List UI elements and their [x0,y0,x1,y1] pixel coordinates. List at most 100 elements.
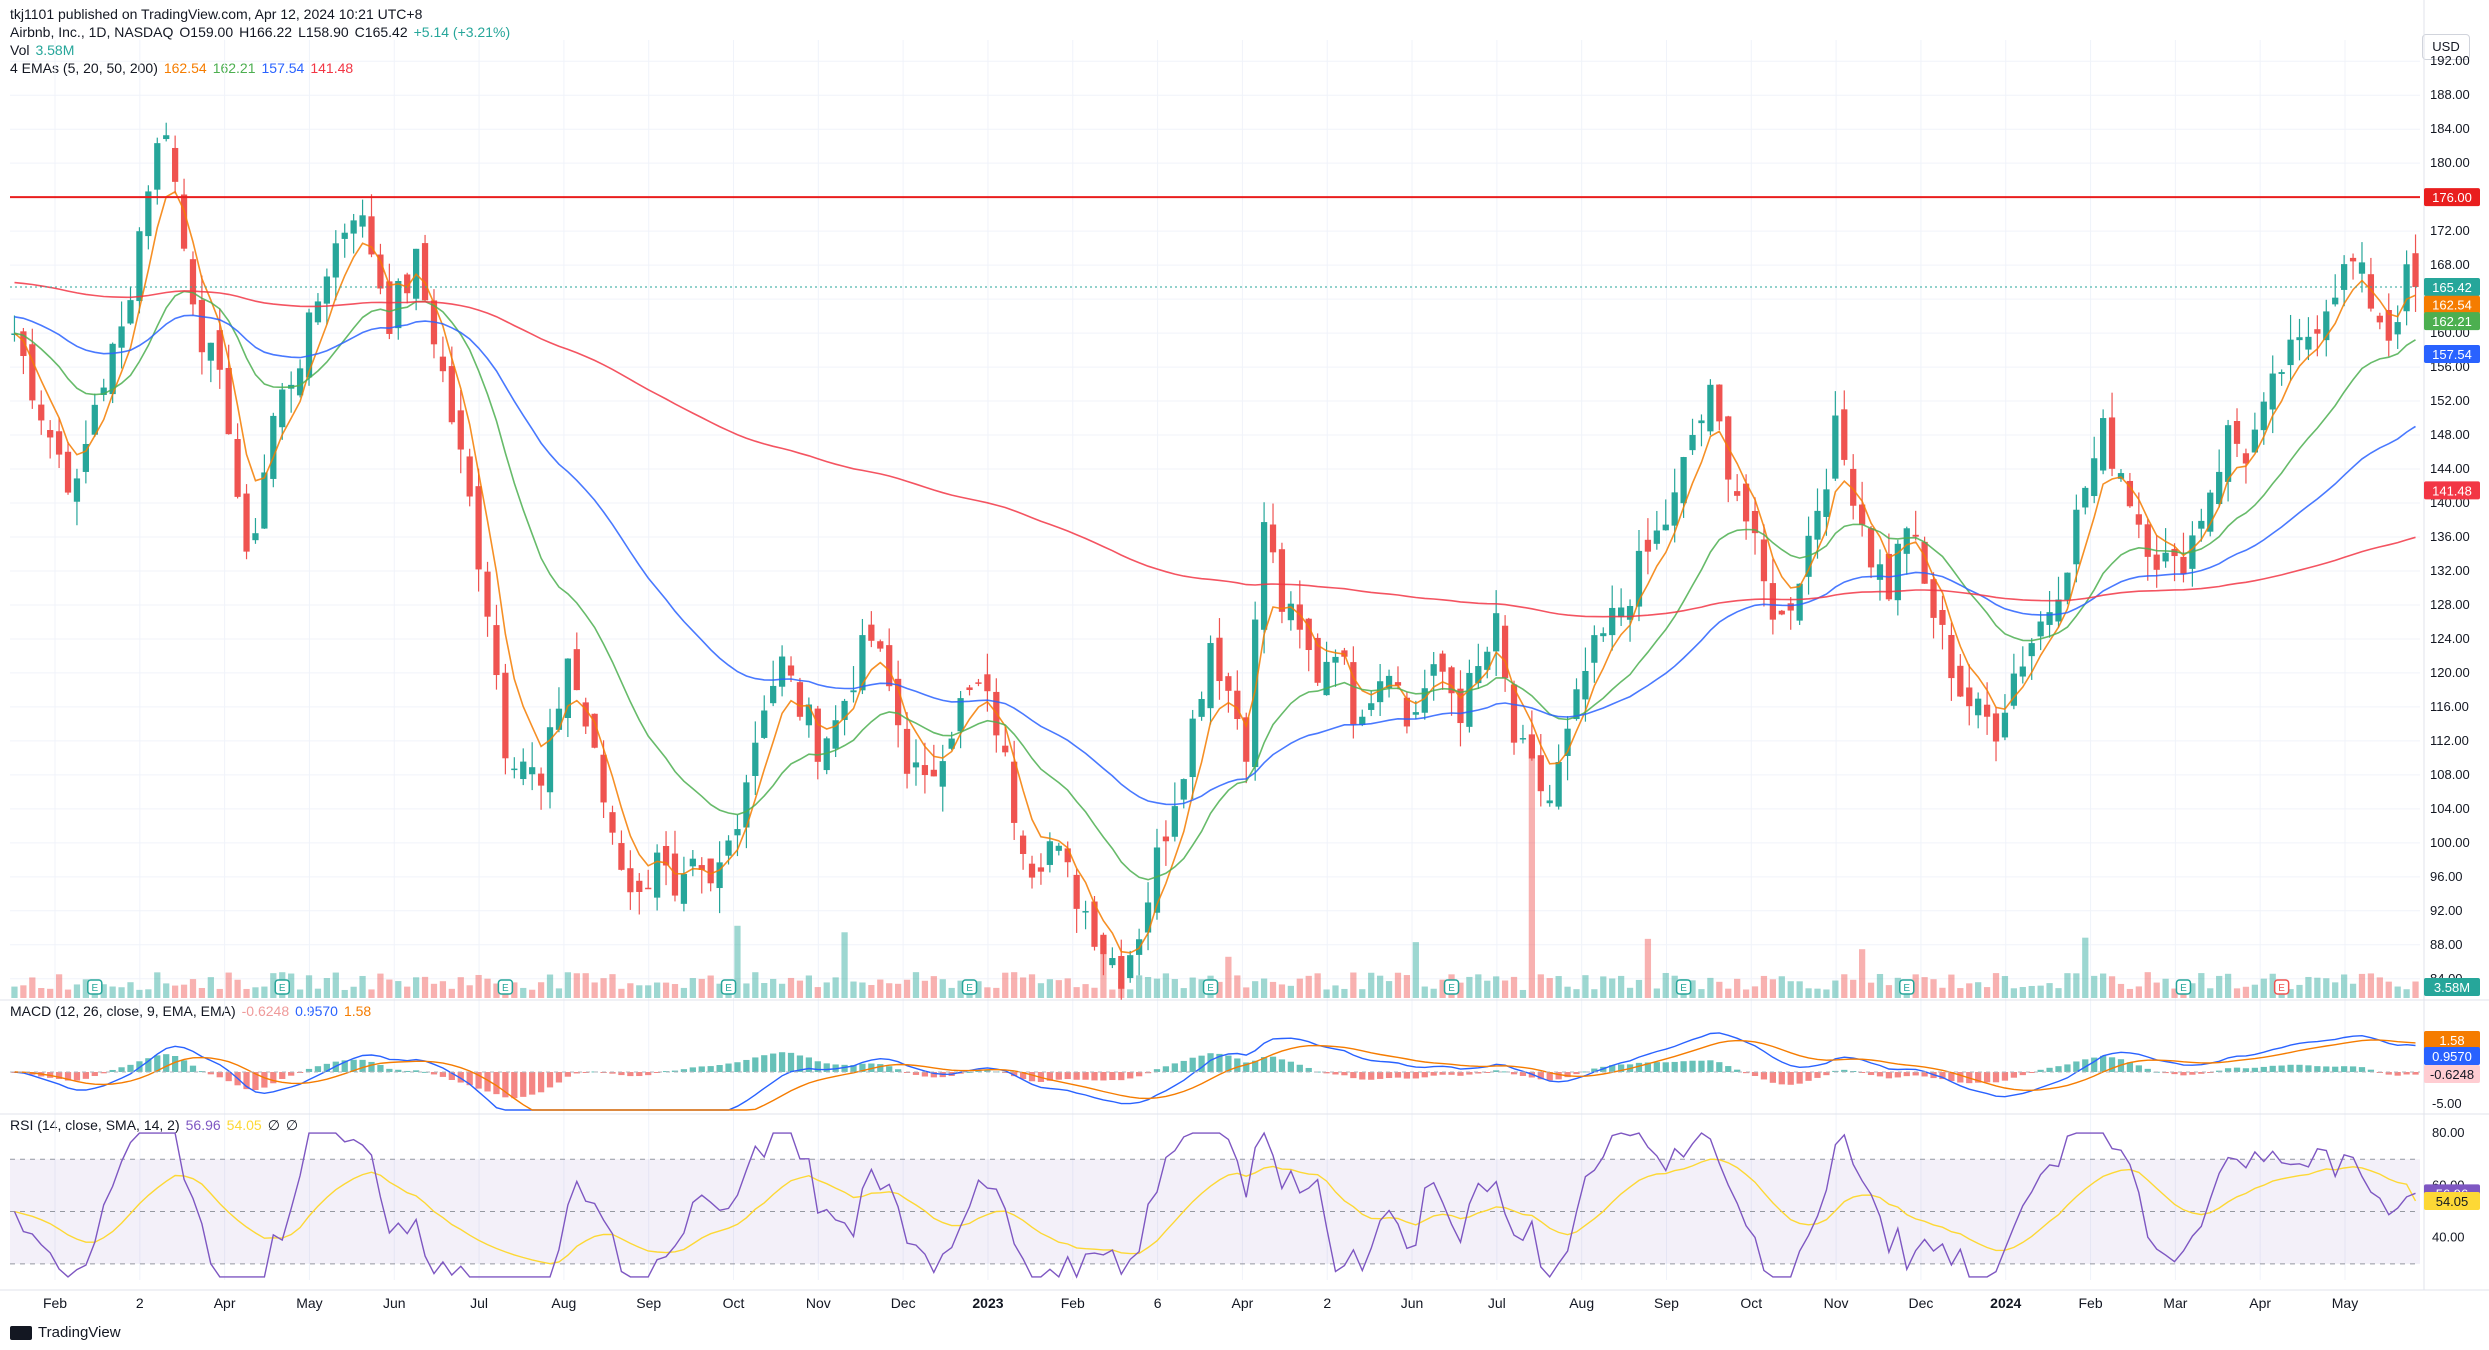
volume-bar [1796,981,1803,998]
candle-body [305,312,313,378]
candle-body [2314,329,2321,334]
candle-body [1600,633,1607,637]
candle-body [1528,734,1535,759]
ema-legend[interactable]: 4 EMAs (5, 20, 50, 200) 162.54 162.21 157.5… [10,60,359,76]
candle-body [1635,550,1643,607]
macd-hist-bar [1769,1072,1776,1083]
volume-bar [1109,989,1116,998]
volume-bar [2376,977,2383,998]
volume-bar [1421,986,1428,998]
volume-bar [1046,979,1053,998]
candle-body [82,443,89,472]
ema20-value: 162.21 [212,60,256,76]
y-tick-label: 172.00 [2430,223,2470,238]
macd-hist-bar [1787,1072,1794,1085]
volume-bar [1662,972,1669,998]
candle-body [787,665,795,676]
candle-body [386,281,393,334]
rsi-ma-line [14,1158,2417,1265]
macd-hist-bar [1216,1053,1223,1072]
candle-body [2242,453,2250,464]
macd-hist-bar [314,1066,322,1072]
macd-hist-bar [502,1072,509,1098]
macd-hist-bar [511,1072,518,1099]
candle-body [2296,337,2303,341]
candle-body [2332,297,2339,305]
volume-bar [1180,988,1187,998]
candle-body [2028,643,2035,657]
macd-hist-bar [350,1059,357,1072]
volume-bar [1287,985,1294,998]
macd-hist-bar [2171,1072,2178,1075]
x-tick-label: Jun [383,1295,406,1311]
candle-body [38,404,45,421]
rsi-legend[interactable]: RSI (14, close, SMA, 14, 2) 56.96 54.05 ∅ ∅ [10,1117,304,1134]
volume-bar [1769,979,1776,998]
y-tick-label: 188.00 [2430,87,2470,102]
volume-bar [2037,985,2044,998]
volume-bar [529,989,536,998]
macd-hist-bar [1582,1071,1589,1073]
ema-lines [13,190,2416,954]
volume-bar [1582,975,1589,998]
volume-bar [368,989,375,998]
macd-hist-bar [1332,1072,1339,1075]
volume-bar [1002,972,1009,998]
macd-hist-bar [823,1063,830,1072]
footer-brand[interactable]: TradingView [10,1324,121,1341]
candle-body [2144,524,2151,557]
candle-body [2349,257,2357,262]
macd-hist-bar [225,1072,232,1082]
candle-body [2278,372,2285,374]
macd-hist-bar [2358,1067,2366,1072]
macd-hist-bar [305,1068,313,1072]
macd-hist-bar [1760,1072,1768,1080]
macd-hist-bar [1903,1072,1910,1077]
volume-bar [1019,977,1027,998]
macd-hist-bar [1180,1060,1187,1072]
candle-body [2260,401,2267,431]
volume-bar [537,982,545,998]
candle-body [207,342,214,361]
x-tick-label: 2024 [1990,1295,2021,1311]
candle-body [1850,468,1857,506]
candle-body [1144,902,1152,933]
volume-bar [2403,989,2410,998]
rsi-lines [13,1131,2417,1279]
x-tick-label: May [296,1295,322,1311]
change-value: +5.14 (+3.21%) [413,24,511,40]
macd-hist-bar [1885,1072,1893,1079]
candle-body [1439,653,1446,672]
macd-hist-bar [404,1070,411,1072]
macd-legend[interactable]: MACD (12, 26, close, 9, EMA, EMA) -0.6248… [10,1003,377,1019]
volume-bar [743,983,750,998]
currency-button[interactable]: USD [2422,34,2470,60]
candle-body [91,404,98,435]
candle-body [1466,672,1473,727]
rsi-axis-label: 80.00 [2432,1125,2465,1140]
volume-bar [1136,975,1143,998]
volume-bar [895,983,902,998]
candle-body [689,858,696,867]
volume-bar [109,986,116,998]
symbol-legend[interactable]: Airbnb, Inc., 1D, NASDAQ O159.00 H166.22 L1… [10,24,516,40]
volume-bar [270,973,277,998]
macd-hist-bar [1591,1068,1598,1072]
candle-body [270,415,277,479]
volume-bar [2100,973,2107,998]
candle-body [1859,504,1866,525]
earnings-icon-letter: E [2180,983,2187,994]
macd-hist-bar [172,1056,179,1072]
candle-body [2073,509,2080,565]
volume-bar [386,979,393,998]
candle-body [1180,779,1187,800]
volume-bar [2349,983,2357,998]
volume-bar [1564,986,1571,998]
volume-bar [1216,981,1223,998]
ema20-line [14,290,2416,881]
macd-pane [10,1032,2420,1111]
y-tick-label: 128.00 [2430,597,2470,612]
volume-bar [520,987,527,998]
macd-hist-bar [2028,1072,2035,1073]
